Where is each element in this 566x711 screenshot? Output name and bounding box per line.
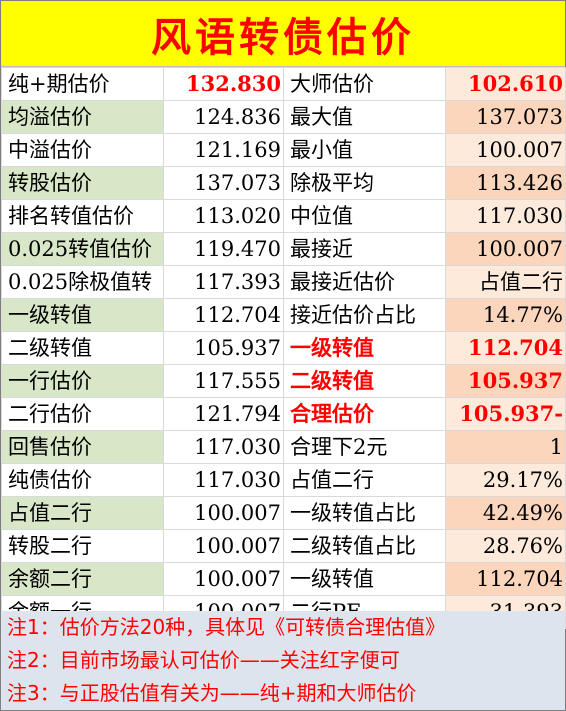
left-label: 0.025转值估价 (1, 232, 164, 266)
right-label: 一级转值 (283, 562, 446, 596)
right-label: 一级转值 (283, 331, 446, 365)
left-label: 占值二行 (1, 496, 164, 530)
right-label: 接近估价占比 (283, 298, 446, 332)
right-value: 28.76% (445, 529, 566, 563)
right-label: 一级转值占比 (283, 496, 446, 530)
right-label: 大师估价 (283, 67, 446, 101)
left-value: 100.007 (163, 496, 284, 530)
right-label: 最小值 (283, 133, 446, 167)
right-value: 113.426 (445, 166, 566, 200)
table-row: 一行估价 117.555 二级转值 105.937 (1, 364, 566, 398)
table-row: 回售估价 117.030 合理下2元 1 (1, 430, 566, 464)
right-value: 117.030 (445, 199, 566, 233)
table-row: 一级转值 112.704 接近估价占比 14.77% (1, 298, 566, 332)
right-value: 1 (445, 430, 566, 464)
left-label: 二级转值 (1, 331, 164, 365)
left-value: 117.393 (163, 265, 284, 299)
left-value: 132.830 (163, 67, 284, 101)
left-value: 105.937 (163, 331, 284, 365)
left-label: 排名转值估价 (1, 199, 164, 233)
right-label: 二级转值 (283, 364, 446, 398)
right-label: 最大值 (283, 100, 446, 134)
left-label: 中溢估价 (1, 133, 164, 167)
table-row: 转股二行 100.007 二级转值占比 28.76% (1, 529, 566, 563)
right-value: 100.007 (445, 133, 566, 167)
left-label: 0.025除极值转 (1, 265, 164, 299)
sheet-title: 风语转债估价 (1, 1, 565, 67)
left-label: 转股估价 (1, 166, 164, 200)
right-value: 14.77% (445, 298, 566, 332)
table-row: 二行估价 121.794 合理估价 105.937- (1, 397, 566, 431)
table-row: 转股估价 137.073 除极平均 113.426 (1, 166, 566, 200)
table-row: 占值二行 100.007 一级转值占比 42.49% (1, 496, 566, 530)
right-label: 合理估价 (283, 397, 446, 431)
left-label: 转股二行 (1, 529, 164, 563)
table-row: 余额二行 100.007 一级转值 112.704 (1, 562, 566, 596)
right-value: 105.937 (445, 364, 566, 398)
left-label: 一行估价 (1, 364, 164, 398)
left-value: 121.794 (163, 397, 284, 431)
right-label: 最接近估价 (283, 265, 446, 299)
right-value: 42.49% (445, 496, 566, 530)
left-label: 二行估价 (1, 397, 164, 431)
right-value: 137.073 (445, 100, 566, 134)
left-value: 117.030 (163, 430, 284, 464)
left-label: 一级转值 (1, 298, 164, 332)
right-value: 112.704 (445, 331, 566, 365)
note-2: 注2：目前市场最认可估价——关注红字便可 (7, 648, 400, 672)
note-1: 注1：估价方法20种，具体见《可转债合理估值》 (7, 615, 446, 639)
right-label: 中位值 (283, 199, 446, 233)
left-value: 117.030 (163, 463, 284, 497)
right-value: 105.937- (445, 397, 566, 431)
right-label: 除极平均 (283, 166, 446, 200)
left-label: 回售估价 (1, 430, 164, 464)
left-value: 124.836 (163, 100, 284, 134)
left-value: 113.020 (163, 199, 284, 233)
left-label: 纯债估价 (1, 463, 164, 497)
table-row: 均溢估价 124.836 最大值 137.073 (1, 100, 566, 134)
right-value: 112.704 (445, 562, 566, 596)
table-row: 纯+期估价 132.830 大师估价 102.610 (1, 67, 566, 101)
left-value: 121.169 (163, 133, 284, 167)
left-value: 100.007 (163, 562, 284, 596)
table-row: 0.025除极值转 117.393 最接近估价 占值二行 (1, 265, 566, 299)
left-value: 100.007 (163, 529, 284, 563)
left-label: 均溢估价 (1, 100, 164, 134)
table-row: 排名转值估价 113.020 中位值 117.030 (1, 199, 566, 233)
table-row: 纯债估价 117.030 占值二行 29.17% (1, 463, 566, 497)
note-3: 注3：与正股估值有关为——纯+期和大师估价 (7, 681, 417, 705)
right-label: 二级转值占比 (283, 529, 446, 563)
right-value: 占值二行 (445, 265, 566, 299)
left-value: 112.704 (163, 298, 284, 332)
table-row: 中溢估价 121.169 最小值 100.007 (1, 133, 566, 167)
right-label: 最接近 (283, 232, 446, 266)
valuation-table: 纯+期估价 132.830 大师估价 102.610 均溢估价 124.836 最大值 137… (1, 67, 566, 629)
left-value: 119.470 (163, 232, 284, 266)
table-row: 二级转值 105.937 一级转值 112.704 (1, 331, 566, 365)
right-label: 合理下2元 (283, 430, 446, 464)
right-value: 100.007 (445, 232, 566, 266)
left-value: 137.073 (163, 166, 284, 200)
left-value: 117.555 (163, 364, 284, 398)
right-label: 占值二行 (283, 463, 446, 497)
right-value: 102.610 (445, 67, 566, 101)
left-label: 纯+期估价 (1, 67, 164, 101)
notes-section: 注1：估价方法20种，具体见《可转债合理估值》 注2：目前市场最认可估价——关注… (1, 611, 565, 710)
right-value: 29.17% (445, 463, 566, 497)
left-label: 余额二行 (1, 562, 164, 596)
table-row: 0.025转值估价 119.470 最接近 100.007 (1, 232, 566, 266)
